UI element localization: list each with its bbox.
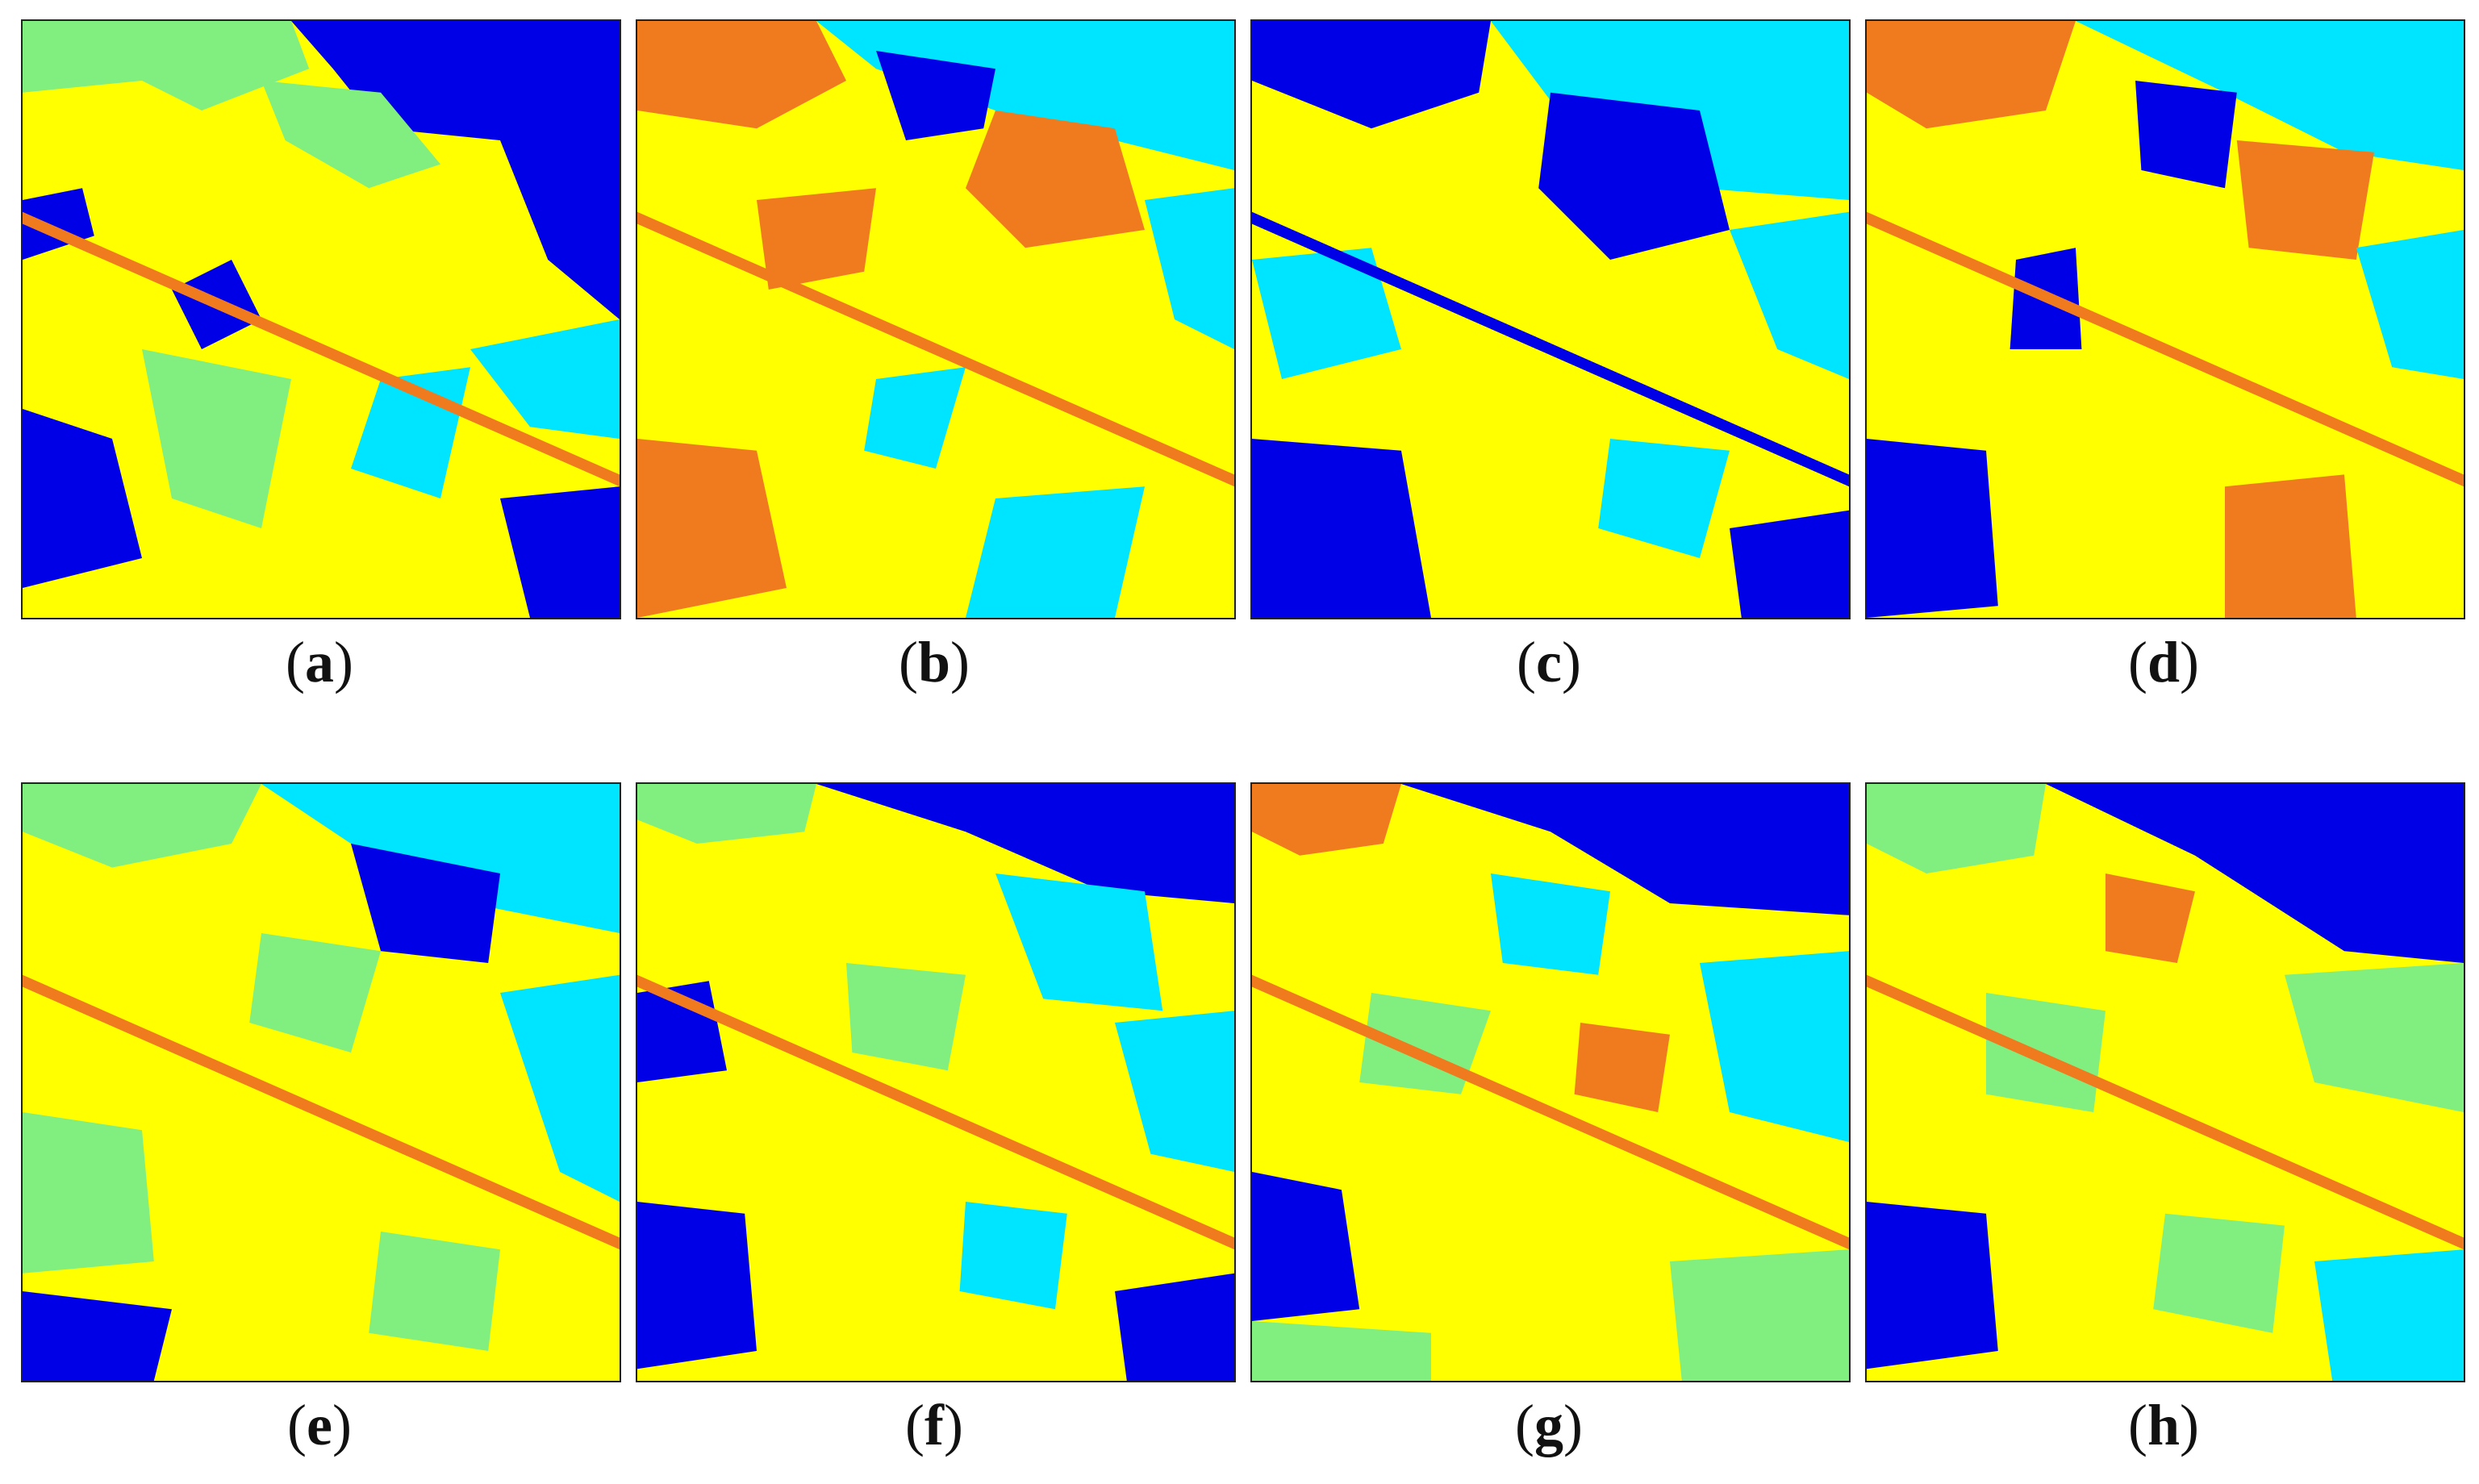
panel-e: [21, 782, 621, 1382]
classification-map-h: [1867, 784, 2464, 1381]
panel-f: [636, 782, 1236, 1382]
panel-b: [636, 19, 1236, 619]
panel-h: [1865, 782, 2465, 1382]
classification-map-a: [23, 21, 620, 618]
classification-map-c: [1252, 21, 1849, 618]
classification-map-d: [1867, 21, 2464, 618]
caption-b: (b): [898, 630, 970, 694]
panel-g: [1250, 782, 1851, 1382]
panel-d: [1865, 19, 2465, 619]
caption-e: (e): [287, 1393, 352, 1457]
caption-g: (g): [1515, 1393, 1583, 1457]
classification-map-b: [637, 21, 1234, 618]
classification-map-g: [1252, 784, 1849, 1381]
classification-map-f: [637, 784, 1234, 1381]
caption-f: (f): [905, 1393, 963, 1457]
panel-c: [1250, 19, 1851, 619]
panel-a: [21, 19, 621, 619]
caption-d: (d): [2127, 630, 2199, 694]
caption-c: (c): [1517, 630, 1581, 694]
classification-map-e: [23, 784, 620, 1381]
caption-h: (h): [2127, 1393, 2199, 1457]
caption-a: (a): [286, 630, 353, 694]
